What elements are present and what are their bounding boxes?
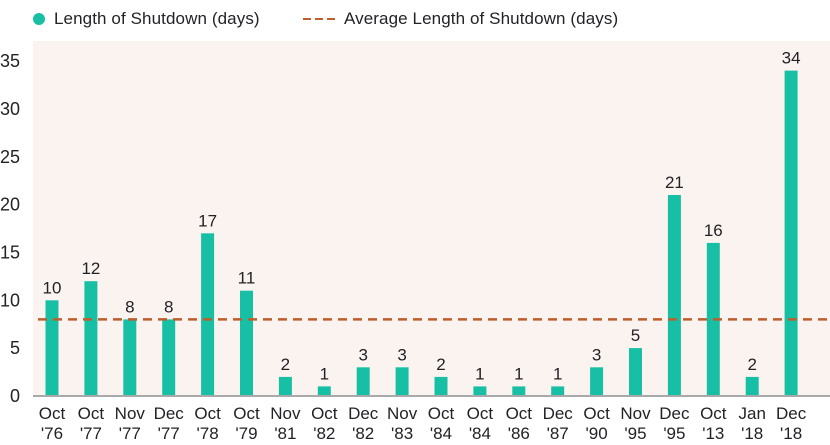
y-axis-tick-label: 10 — [0, 290, 20, 310]
x-axis-year-label: '76 — [41, 424, 63, 443]
x-axis-month-label: Oct — [583, 404, 610, 423]
bar — [317, 386, 331, 396]
x-axis-month-label: Nov — [270, 404, 301, 423]
x-axis-month-label: Nov — [620, 404, 651, 423]
x-axis-year-label: '79 — [235, 424, 257, 443]
y-axis-tick-label: 35 — [0, 51, 20, 71]
x-axis-year-label: '90 — [586, 424, 608, 443]
x-axis-year-label: '84 — [430, 424, 452, 443]
y-axis-tick-label: 20 — [0, 195, 20, 215]
x-axis-year-label: '83 — [391, 424, 413, 443]
x-axis-month-label: Dec — [776, 404, 807, 423]
x-axis-year-label: '82 — [352, 424, 374, 443]
bar — [784, 70, 798, 396]
x-axis-month-label: Dec — [543, 404, 574, 423]
dashed-line-icon — [303, 17, 335, 21]
bar-value-label: 1 — [514, 364, 523, 383]
x-axis-month-label: Dec — [154, 404, 185, 423]
x-axis-year-label: '77 — [119, 424, 141, 443]
x-axis-month-label: Oct — [194, 404, 221, 423]
bar — [667, 195, 681, 396]
bar-value-label: 12 — [81, 259, 100, 278]
bar — [162, 319, 176, 396]
x-axis-month-label: Dec — [659, 404, 690, 423]
x-axis-year-label: '78 — [197, 424, 219, 443]
x-axis-month-label: Oct — [39, 404, 66, 423]
bar-value-label: 8 — [164, 297, 173, 316]
x-axis-year-label: '18 — [741, 424, 763, 443]
y-axis-tick-label: 15 — [0, 242, 20, 262]
x-axis-month-label: Oct — [233, 404, 260, 423]
bar — [278, 376, 292, 396]
bar — [45, 300, 59, 396]
bar-value-label: 2 — [747, 355, 756, 374]
bar — [512, 386, 526, 396]
bar — [123, 319, 137, 396]
x-axis-year-label: '84 — [469, 424, 491, 443]
x-axis-year-label: '95 — [663, 424, 685, 443]
x-axis-month-label: Oct — [78, 404, 105, 423]
bar — [745, 376, 759, 396]
bar-value-label: 2 — [436, 355, 445, 374]
bar-value-label: 3 — [397, 345, 406, 364]
bar — [473, 386, 487, 396]
bar-value-label: 17 — [198, 211, 217, 230]
x-axis-month-label: Jan — [738, 404, 765, 423]
x-axis-month-label: Oct — [311, 404, 338, 423]
x-axis-year-label: '13 — [702, 424, 724, 443]
x-axis-month-label: Nov — [387, 404, 418, 423]
bar-value-label: 2 — [281, 355, 290, 374]
bar — [590, 367, 604, 396]
x-axis-month-label: Oct — [700, 404, 727, 423]
x-axis-month-label: Oct — [467, 404, 494, 423]
bar-value-label: 1 — [553, 364, 562, 383]
x-axis-year-label: '18 — [780, 424, 802, 443]
bar — [551, 386, 565, 396]
bar-value-label: 8 — [125, 297, 134, 316]
legend-item-average: Average Length of Shutdown (days) — [303, 6, 618, 32]
x-axis-month-label: Nov — [115, 404, 146, 423]
x-axis-year-label: '87 — [547, 424, 569, 443]
bar-value-label: 5 — [631, 326, 640, 345]
x-axis-year-label: '82 — [313, 424, 335, 443]
bar-value-label: 34 — [782, 49, 801, 68]
legend-label-average: Average Length of Shutdown (days) — [344, 9, 619, 28]
y-axis-tick-label: 0 — [10, 386, 20, 406]
x-axis-year-label: '81 — [274, 424, 296, 443]
bar — [629, 348, 642, 396]
bar-value-label: 16 — [704, 221, 723, 240]
x-axis-year-label: '86 — [508, 424, 530, 443]
bar-value-label: 11 — [238, 269, 256, 288]
legend-label-shutdown-days: Length of Shutdown (days) — [54, 9, 260, 28]
bar-value-label: 21 — [665, 173, 684, 192]
bar-value-label: 3 — [592, 345, 601, 364]
x-axis-year-label: '95 — [624, 424, 646, 443]
bar — [84, 281, 98, 396]
bar-value-label: 1 — [320, 364, 329, 383]
x-axis-month-label: Oct — [428, 404, 455, 423]
bar — [240, 290, 253, 396]
bar — [434, 376, 448, 396]
circle-marker-icon — [33, 13, 45, 25]
y-axis-tick-label: 30 — [0, 99, 20, 119]
bar — [395, 367, 409, 396]
x-axis-year-label: '77 — [158, 424, 180, 443]
legend: Length of Shutdown (days) Average Length… — [0, 6, 830, 32]
y-axis-tick-label: 25 — [0, 147, 20, 167]
x-axis-month-label: Dec — [348, 404, 379, 423]
x-axis-year-label: '77 — [80, 424, 102, 443]
bar-value-label: 10 — [43, 278, 62, 297]
bar-value-label: 1 — [475, 364, 484, 383]
y-axis-tick-label: 5 — [10, 338, 20, 358]
legend-item-shutdown-days: Length of Shutdown (days) — [33, 6, 260, 32]
x-axis-month-label: Oct — [506, 404, 533, 423]
bar — [356, 367, 370, 396]
bar-value-label: 3 — [358, 345, 367, 364]
bar — [201, 233, 215, 396]
